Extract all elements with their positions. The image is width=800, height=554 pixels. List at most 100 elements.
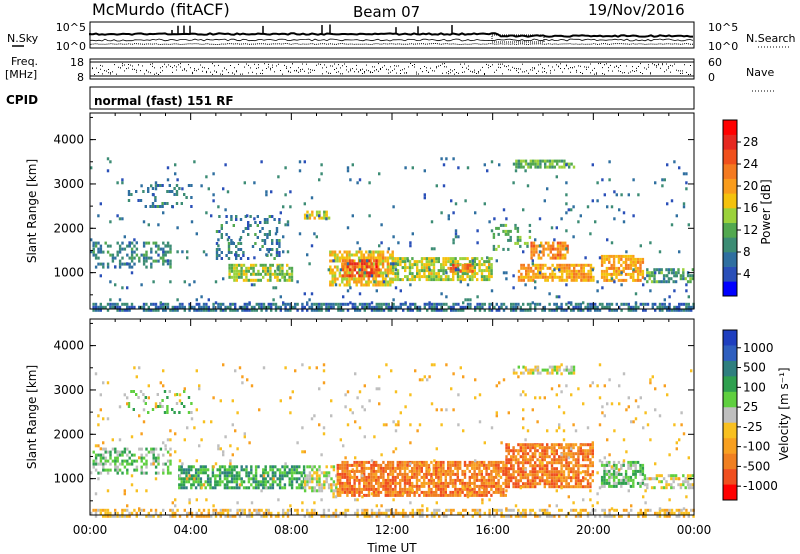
range-cell [539,275,542,279]
range-cell [353,493,356,497]
range-cell [534,280,537,284]
range-cell [586,458,590,462]
range-cell [332,468,336,472]
range-cell [519,470,522,474]
range-cell [361,305,364,309]
range-cell [348,259,352,263]
freq-dot [388,69,389,71]
range-cell [348,271,351,275]
range-cell [403,478,407,482]
range-cell [375,268,378,272]
range-cell [430,460,433,464]
range-cell [543,308,546,312]
range-cell [480,463,483,467]
freq-dot [534,67,535,69]
range-cell [646,280,649,284]
range-cell [233,269,236,273]
range-cell [145,471,148,475]
freq-dot [366,64,367,66]
range-cell [265,190,268,194]
range-cell [438,508,441,512]
range-cell [116,181,119,185]
range-cell [408,266,412,270]
range-cell [543,458,546,462]
range-cell [202,465,205,469]
range-cell [357,250,361,254]
range-cell [306,210,309,214]
range-cell [339,484,342,488]
range-cell [483,269,486,273]
range-cell [248,514,251,518]
nave-label: Nave [746,66,774,79]
range-cell [490,302,494,306]
range-cell [608,514,611,518]
range-cell [306,465,309,469]
range-cell [248,301,251,305]
range-cell [94,511,98,515]
range-cell [411,508,414,512]
range-cell [452,308,455,312]
range-cell [116,214,119,218]
range-cell [522,263,525,267]
range-cell [386,265,390,269]
range-cell [411,511,414,515]
range-cell [360,463,363,467]
freq-dot [414,66,415,68]
range-cell [497,484,500,488]
range-cell [452,275,455,279]
range-cell [162,259,165,263]
range-cell [495,472,498,476]
freq-dot [478,72,479,74]
range-cell [392,305,395,309]
frequency-strip: Freq. [MHz] 18 8 60 0 Nave [5,55,774,92]
range-cell [514,302,518,306]
range-cell [111,305,114,309]
freq-dot [302,63,303,65]
range-cell [121,241,124,245]
range-cell [605,269,609,273]
range-cell [505,455,508,459]
range-cell [384,478,387,482]
range-cell [118,247,122,251]
range-cell [423,302,426,306]
range-cell [404,511,407,515]
range-cell [480,475,483,479]
range-cell [420,466,423,470]
range-cell [502,490,505,494]
range-cell [360,277,363,281]
range-cell [151,202,155,205]
range-cell [577,458,580,462]
range-cell [552,241,555,245]
range-cell [447,214,450,218]
range-cell [306,483,309,487]
range-cell [270,190,273,194]
range-cell [562,452,566,456]
freq-dot [538,64,539,66]
range-cell [353,274,357,278]
range-cell [373,511,376,515]
range-cell [106,262,110,266]
range-cell [488,508,491,512]
range-cell [375,265,378,269]
range-cell [573,263,576,267]
range-cell [502,460,505,464]
range-cell [456,478,459,482]
range-cell [187,184,191,187]
range-cell [358,259,362,263]
range-cell [118,262,122,266]
range-cell [500,514,503,518]
range-cell [561,278,564,282]
range-cell [435,508,438,512]
range-cell [262,480,265,484]
range-cell [204,486,207,490]
range-cell [253,308,256,312]
range-cell [449,475,452,479]
freq-dot [150,72,151,74]
range-cell [615,508,618,512]
range-cell [430,272,433,276]
range-cell [423,478,426,482]
range-cell [471,487,474,491]
range-cell [678,514,681,518]
range-cell [519,476,522,480]
range-cell [128,450,131,454]
